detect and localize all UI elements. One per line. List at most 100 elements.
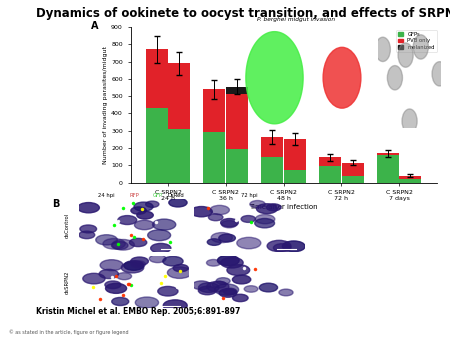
Legend: GFPs, PVB only, melanized: GFPs, PVB only, melanized — [396, 30, 437, 52]
Bar — [226, 149, 248, 183]
Bar — [342, 176, 364, 183]
Circle shape — [118, 216, 137, 224]
Bar — [284, 170, 306, 183]
Circle shape — [255, 218, 274, 228]
Circle shape — [112, 241, 128, 249]
Circle shape — [432, 62, 447, 86]
Bar — [377, 153, 399, 155]
Circle shape — [100, 260, 123, 271]
Polygon shape — [246, 32, 303, 124]
Circle shape — [135, 220, 154, 230]
Bar — [203, 89, 225, 131]
Circle shape — [124, 261, 144, 270]
Circle shape — [103, 239, 125, 249]
Circle shape — [266, 204, 281, 211]
Circle shape — [134, 202, 153, 211]
Circle shape — [198, 286, 216, 295]
Circle shape — [237, 237, 261, 249]
Circle shape — [131, 207, 146, 214]
Circle shape — [173, 264, 189, 272]
Text: P. berghei midgut invasion: P. berghei midgut invasion — [256, 17, 335, 22]
Circle shape — [220, 219, 238, 227]
Circle shape — [413, 35, 428, 59]
Circle shape — [151, 243, 171, 253]
Circle shape — [208, 214, 223, 221]
Text: B: B — [52, 199, 59, 210]
Bar — [146, 108, 167, 183]
Circle shape — [112, 297, 129, 306]
Circle shape — [137, 211, 153, 219]
Circle shape — [198, 283, 219, 292]
Circle shape — [78, 202, 99, 213]
Circle shape — [96, 235, 117, 245]
Bar — [342, 163, 364, 176]
Y-axis label: Number of invading parasites/midgut: Number of invading parasites/midgut — [104, 46, 108, 164]
Circle shape — [259, 283, 278, 292]
Bar — [400, 179, 421, 183]
Bar — [226, 87, 248, 94]
Bar — [319, 166, 341, 183]
Text: DsRed: DsRed — [167, 193, 184, 198]
Circle shape — [387, 66, 402, 90]
Circle shape — [146, 201, 159, 208]
Text: Kristin Michel et al. EMBO Rep. 2005;6:891-897: Kristin Michel et al. EMBO Rep. 2005;6:8… — [36, 307, 240, 316]
Circle shape — [148, 230, 171, 241]
Circle shape — [191, 207, 212, 217]
Bar — [377, 155, 399, 183]
Text: dsControl: dsControl — [65, 213, 70, 238]
Circle shape — [221, 257, 243, 268]
Circle shape — [219, 234, 235, 242]
Text: © as stated in the article, figure or figure legend: © as stated in the article, figure or fi… — [9, 330, 129, 335]
Circle shape — [83, 273, 105, 284]
Circle shape — [80, 225, 97, 233]
X-axis label: Time after infection: Time after infection — [249, 204, 318, 210]
Circle shape — [402, 109, 417, 133]
Circle shape — [192, 281, 211, 290]
Circle shape — [79, 231, 95, 239]
Circle shape — [255, 215, 275, 224]
Circle shape — [233, 294, 248, 301]
Text: EMBO: EMBO — [380, 302, 419, 315]
Text: reports: reports — [384, 319, 414, 328]
Circle shape — [232, 275, 251, 284]
Circle shape — [99, 269, 118, 279]
Circle shape — [163, 257, 183, 266]
Circle shape — [267, 240, 291, 252]
Circle shape — [215, 284, 238, 295]
Circle shape — [117, 273, 131, 280]
Text: 72 hpi: 72 hpi — [241, 193, 258, 198]
Circle shape — [158, 286, 178, 296]
Circle shape — [212, 281, 226, 288]
Circle shape — [211, 233, 232, 243]
Circle shape — [279, 289, 293, 296]
Circle shape — [169, 198, 187, 207]
Circle shape — [282, 241, 305, 252]
Text: Dynamics of ookinete to oocyst transition, and effects of SRPN2 knockdown.: Dynamics of ookinete to oocyst transitio… — [36, 7, 450, 20]
Circle shape — [323, 47, 361, 108]
Bar — [168, 63, 190, 129]
Circle shape — [217, 255, 239, 266]
Circle shape — [250, 200, 265, 208]
Text: 24 hpi: 24 hpi — [98, 193, 115, 198]
Circle shape — [221, 220, 237, 228]
Circle shape — [256, 204, 277, 214]
Circle shape — [398, 43, 413, 67]
Circle shape — [223, 288, 237, 295]
Text: dsSRPN2: dsSRPN2 — [65, 270, 70, 294]
Bar — [319, 158, 341, 166]
Circle shape — [219, 289, 237, 297]
Text: GFP: GFP — [153, 193, 163, 198]
Circle shape — [274, 244, 291, 252]
Bar — [203, 131, 225, 183]
Circle shape — [244, 286, 258, 292]
Circle shape — [163, 300, 187, 311]
Text: A: A — [91, 21, 98, 31]
Circle shape — [210, 206, 230, 215]
Text: RFP: RFP — [129, 193, 139, 198]
Bar — [284, 139, 306, 170]
Circle shape — [130, 238, 147, 247]
Bar — [261, 137, 283, 156]
Circle shape — [153, 219, 176, 230]
Bar — [146, 49, 167, 108]
Circle shape — [130, 257, 148, 265]
